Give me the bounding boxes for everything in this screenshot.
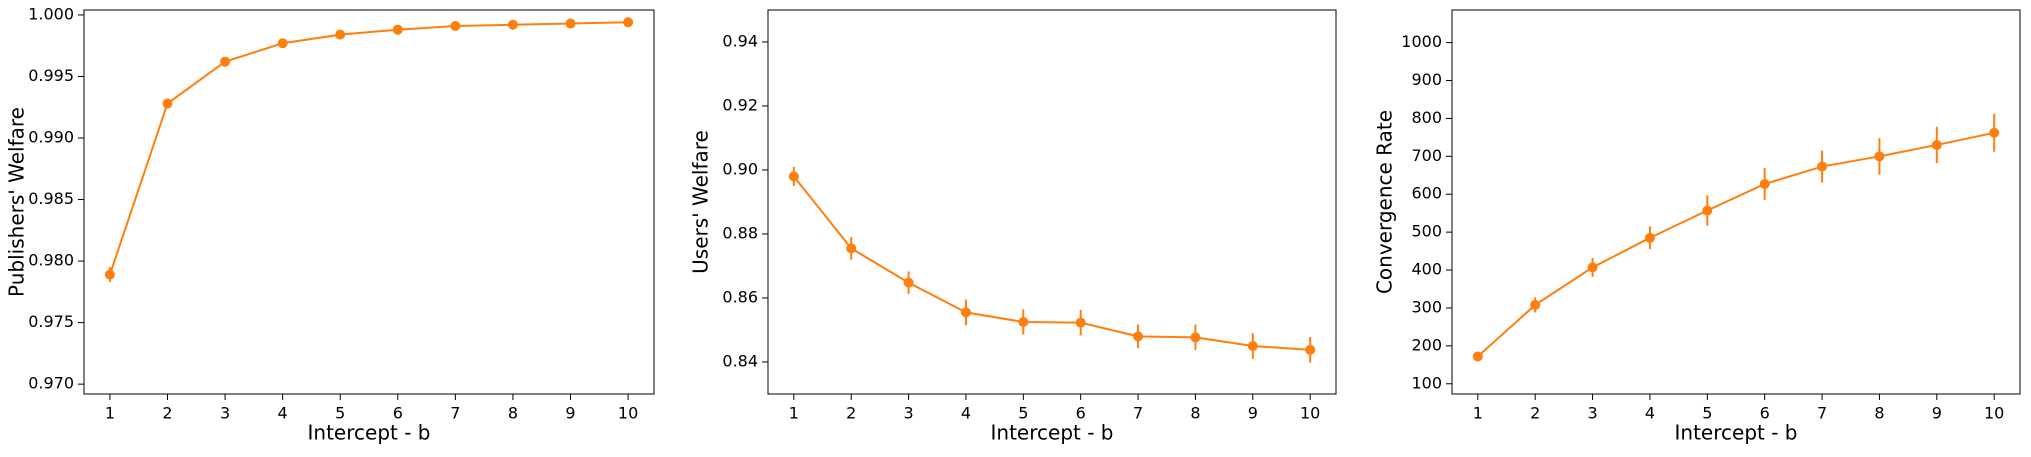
data-point — [1472, 351, 1483, 362]
y-tick-label: 0.995 — [28, 66, 74, 85]
data-point — [788, 171, 799, 182]
data-point — [1133, 331, 1144, 342]
y-tick-label: 0.970 — [28, 374, 74, 393]
y-axis-label: Publishers' Welfare — [5, 107, 29, 297]
data-point — [1190, 332, 1201, 343]
x-tick-label: 10 — [1984, 404, 2004, 423]
x-tick-label: 9 — [1932, 404, 1942, 423]
y-axis-label: Users' Welfare — [689, 130, 713, 274]
data-point — [1702, 205, 1713, 216]
x-tick-label: 10 — [618, 404, 638, 423]
x-tick-label: 3 — [1587, 404, 1597, 423]
y-tick-label: 400 — [1411, 260, 1442, 279]
x-tick-label: 1 — [105, 404, 115, 423]
data-line — [1477, 131, 1995, 358]
data-point — [392, 24, 403, 35]
data-point — [1247, 341, 1258, 351]
x-tick-label: 8 — [1190, 404, 1200, 423]
data-point — [960, 307, 971, 318]
x-tick-label: 4 — [961, 404, 971, 423]
y-tick-label: 500 — [1411, 222, 1442, 241]
data-point — [1644, 232, 1655, 243]
x-tick-label: 9 — [565, 404, 575, 423]
y-tick-label: 0.88 — [722, 224, 758, 243]
x-tick-label: 6 — [393, 404, 403, 423]
x-tick-label: 5 — [1018, 404, 1028, 423]
data-line — [793, 175, 1311, 351]
x-tick-label: 1 — [789, 404, 799, 423]
x-tick-label: 8 — [1874, 404, 1884, 423]
x-tick-label: 4 — [278, 404, 288, 423]
data-point — [1305, 344, 1316, 355]
axes-frame — [767, 9, 1337, 395]
x-tick-label: 7 — [1817, 404, 1827, 423]
data-point — [1018, 317, 1029, 327]
x-axis-label: Intercept - b — [991, 421, 1114, 445]
axes-frame — [83, 9, 655, 395]
data-point — [1530, 299, 1541, 310]
x-tick-label: 3 — [220, 404, 230, 423]
data-point — [623, 17, 634, 28]
x-tick-label: 8 — [508, 404, 518, 423]
x-axis-label: Intercept - b — [308, 421, 431, 445]
data-point — [335, 29, 346, 40]
y-tick-label: 900 — [1411, 70, 1442, 89]
y-tick-label: 200 — [1411, 335, 1442, 354]
y-tick-label: 0.84 — [722, 352, 758, 371]
y-tick-label: 0.975 — [28, 312, 74, 331]
y-tick-label: 700 — [1411, 146, 1442, 165]
x-tick-label: 7 — [450, 404, 460, 423]
y-tick-label: 1.000 — [28, 4, 74, 23]
axes-frame — [1451, 9, 2021, 395]
x-tick-label: 3 — [903, 404, 913, 423]
x-tick-label: 7 — [1133, 404, 1143, 423]
x-tick-label: 6 — [1076, 404, 1086, 423]
y-axis-label: Convergence Rate — [1373, 110, 1397, 294]
x-tick-label: 9 — [1248, 404, 1258, 423]
data-point — [1931, 139, 1942, 150]
x-tick-label: 5 — [335, 404, 345, 423]
data-point — [1759, 178, 1770, 189]
data-point — [1817, 161, 1828, 172]
x-tick-label: 2 — [846, 404, 856, 423]
data-point — [507, 19, 518, 30]
data-point — [903, 277, 914, 288]
data-point — [277, 38, 288, 49]
x-axis-label: Intercept - b — [1675, 421, 1798, 445]
data-line — [108, 21, 629, 275]
x-tick-label: 2 — [1530, 404, 1540, 423]
data-point — [565, 18, 576, 29]
y-tick-label: 100 — [1411, 373, 1442, 392]
y-tick-label: 800 — [1411, 108, 1442, 127]
x-tick-label: 6 — [1760, 404, 1770, 423]
x-tick-label: 10 — [1300, 404, 1320, 423]
data-point — [1989, 127, 2000, 138]
data-point — [162, 98, 173, 109]
y-tick-label: 0.980 — [28, 251, 74, 270]
x-tick-label: 2 — [162, 404, 172, 423]
data-point — [220, 56, 231, 67]
y-tick-label: 0.86 — [722, 288, 758, 307]
data-point — [846, 243, 857, 254]
data-point — [1587, 262, 1598, 273]
data-point — [104, 269, 115, 280]
x-tick-label: 5 — [1702, 404, 1712, 423]
y-tick-label: 0.990 — [28, 128, 74, 147]
data-point — [1874, 151, 1885, 162]
y-tick-label: 0.985 — [28, 189, 74, 208]
x-tick-label: 4 — [1645, 404, 1655, 423]
y-tick-label: 1000 — [1401, 32, 1442, 51]
y-tick-label: 300 — [1411, 297, 1442, 316]
data-point — [1075, 317, 1086, 328]
y-tick-label: 600 — [1411, 184, 1442, 203]
data-point — [450, 21, 461, 31]
y-tick-label: 0.90 — [722, 160, 758, 179]
x-tick-label: 1 — [1473, 404, 1483, 423]
y-tick-label: 0.94 — [722, 32, 758, 51]
y-tick-label: 0.92 — [722, 96, 758, 115]
